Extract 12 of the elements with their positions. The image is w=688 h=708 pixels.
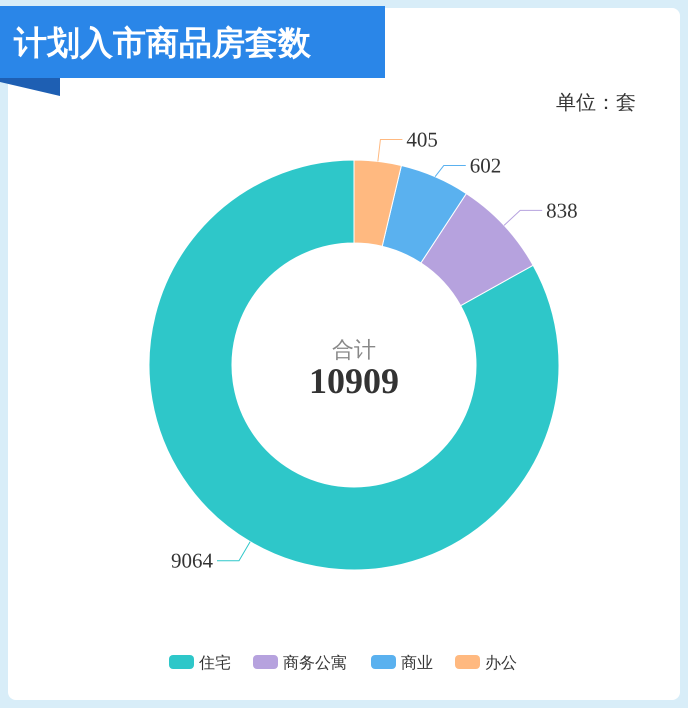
legend-label: 商务公寓 (283, 653, 347, 672)
data-label: 9064 (170, 548, 214, 573)
data-label: 838 (546, 198, 578, 222)
legend-label: 办公 (485, 653, 517, 672)
text: 单位：套 (556, 90, 636, 114)
chart-title: 计划入市商品房套数 (13, 23, 312, 62)
legend-label: 商业 (401, 653, 433, 672)
text: 合计 (332, 338, 376, 363)
data-label: 405 (406, 128, 438, 152)
data-label: 602 (470, 154, 502, 178)
text: 10909 (309, 361, 399, 401)
legend-label: 住宅 (198, 653, 231, 672)
